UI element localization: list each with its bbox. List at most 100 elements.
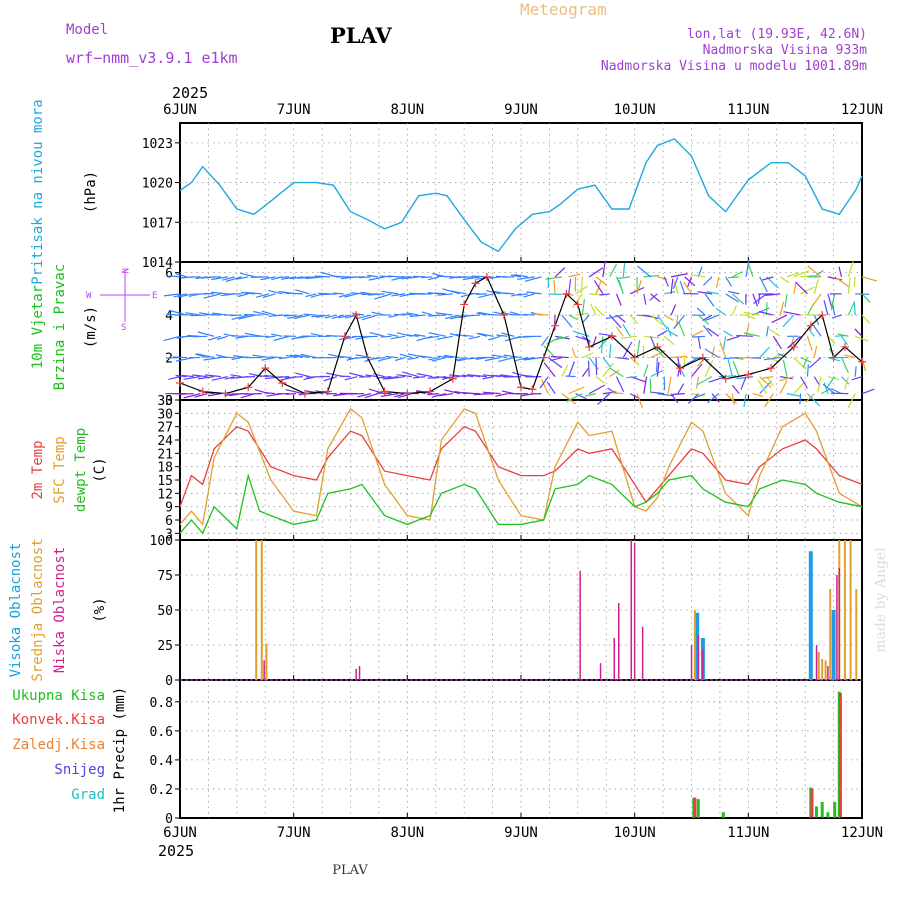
footer-station: PLAV bbox=[332, 863, 368, 878]
cloud-mid-bar bbox=[265, 644, 267, 680]
wind-barb bbox=[544, 363, 555, 377]
precip-conv-label: Konvek.Kisa bbox=[12, 712, 105, 728]
precip-panel: 00.20.40.60.8 bbox=[150, 680, 862, 827]
wind-barb bbox=[339, 376, 350, 377]
wind-barb bbox=[581, 277, 582, 293]
precip-total-bar bbox=[697, 799, 700, 818]
wind-barb bbox=[456, 277, 473, 278]
cloud-low-bar bbox=[618, 603, 620, 680]
wind-barb bbox=[657, 362, 659, 377]
wind-barb bbox=[495, 394, 507, 397]
cloud-ytick-label: 50 bbox=[157, 604, 173, 619]
wind-barb bbox=[818, 377, 821, 393]
station-title: PLAV bbox=[330, 23, 392, 48]
wind-barb bbox=[603, 261, 605, 277]
wind-barb bbox=[814, 346, 816, 358]
wind-barb bbox=[192, 375, 207, 377]
wind-barb bbox=[612, 393, 624, 394]
pressure-ytick-label: 1017 bbox=[142, 216, 173, 231]
wind-barb bbox=[231, 315, 242, 316]
wind-barb bbox=[619, 280, 623, 294]
wind-barb bbox=[381, 336, 392, 337]
wind-barb bbox=[727, 336, 739, 340]
wind-barb bbox=[671, 394, 678, 403]
temperature-ytick-label: 15 bbox=[157, 474, 173, 489]
model-label: Model bbox=[66, 22, 108, 38]
wind-barb bbox=[208, 394, 221, 396]
temperature-ytick-label: 18 bbox=[157, 461, 173, 476]
wind-barb bbox=[349, 373, 364, 377]
wind-barb bbox=[787, 394, 800, 396]
wind-barb bbox=[854, 277, 855, 287]
wind-barb bbox=[496, 335, 507, 336]
wind-gust-marker bbox=[221, 390, 229, 398]
wind-barb bbox=[524, 314, 535, 315]
cloud-low-label: Niska Oblacnost bbox=[52, 547, 68, 673]
wind-barb bbox=[596, 277, 607, 286]
wind-barb bbox=[502, 293, 514, 294]
compass-w: W bbox=[86, 291, 92, 301]
wind-barb bbox=[621, 336, 637, 338]
wind-barb bbox=[610, 344, 611, 357]
wind-label-2: Brzina i Pravac bbox=[52, 264, 68, 390]
cloud-labels: Visoka Oblacnost Srednja Oblacnost Niska… bbox=[8, 538, 108, 681]
date-label-bottom: 7JUN bbox=[277, 825, 311, 841]
precip-total-bar bbox=[815, 806, 818, 818]
wind-barb bbox=[763, 377, 774, 378]
wind-barb bbox=[600, 294, 610, 295]
wind-barb bbox=[787, 273, 799, 277]
cloud-mid-bar bbox=[825, 660, 827, 680]
wind-barb bbox=[827, 377, 834, 387]
wind-barb bbox=[437, 276, 453, 277]
wind-barb bbox=[814, 279, 818, 294]
cloud-ytick-label: 25 bbox=[157, 639, 173, 654]
temp-dewpt-line bbox=[180, 476, 862, 534]
cloud-mid-bar bbox=[255, 540, 257, 680]
cloud-mid-bar bbox=[261, 540, 263, 680]
date-label-top: 12JUN bbox=[841, 102, 883, 118]
pressure-label: Pritisak na nivou mora bbox=[30, 99, 46, 284]
wind-barb bbox=[698, 336, 700, 348]
wind-barb bbox=[204, 294, 221, 298]
wind-barb bbox=[231, 336, 242, 337]
wind-barb bbox=[303, 314, 316, 315]
wind-barb bbox=[173, 357, 187, 358]
year-top: 2025 bbox=[172, 84, 208, 102]
wind-barb bbox=[562, 315, 572, 327]
cloud-mid-bar bbox=[829, 589, 831, 680]
precip-frame bbox=[180, 680, 862, 818]
wind-barb bbox=[644, 377, 647, 394]
wind-barb bbox=[168, 377, 180, 380]
wind-barb bbox=[333, 293, 343, 294]
wind-barb bbox=[369, 277, 385, 280]
wind-barb bbox=[407, 358, 418, 360]
wind-barb bbox=[569, 387, 584, 394]
wind-barb bbox=[555, 268, 565, 277]
wind-barb bbox=[582, 353, 593, 358]
wind-barb bbox=[770, 329, 781, 336]
wind-barb bbox=[385, 357, 398, 358]
date-label-bottom: 11JUN bbox=[727, 825, 769, 841]
wind-ytick-label: 6 bbox=[165, 267, 173, 282]
wind-barb bbox=[753, 394, 763, 397]
precip-ytick-label: 0.4 bbox=[150, 754, 174, 769]
wind-barb bbox=[760, 347, 770, 358]
wind-barb bbox=[603, 358, 610, 367]
date-label-top: 10JUN bbox=[614, 102, 656, 118]
cloud-low-bar bbox=[631, 540, 633, 680]
wind-barb bbox=[862, 315, 870, 323]
temperature-ytick-label: 6 bbox=[165, 514, 173, 529]
precip-total-bar bbox=[722, 812, 725, 818]
wind-barb bbox=[852, 377, 862, 380]
plot-area: 1014101710201023024636912151821242730330… bbox=[142, 102, 883, 841]
wind-barb bbox=[488, 336, 500, 340]
wind-barb bbox=[582, 315, 589, 323]
wind-barb bbox=[692, 331, 704, 337]
cloud-ytick-label: 100 bbox=[150, 534, 173, 549]
cloud-mid-label: Srednja Oblacnost bbox=[30, 538, 46, 681]
wind-barb bbox=[726, 277, 732, 286]
date-label-bottom: 12JUN bbox=[841, 825, 883, 841]
wind-barb bbox=[728, 359, 732, 376]
wind-barb bbox=[623, 324, 630, 336]
precip-conv-bar bbox=[839, 693, 842, 818]
